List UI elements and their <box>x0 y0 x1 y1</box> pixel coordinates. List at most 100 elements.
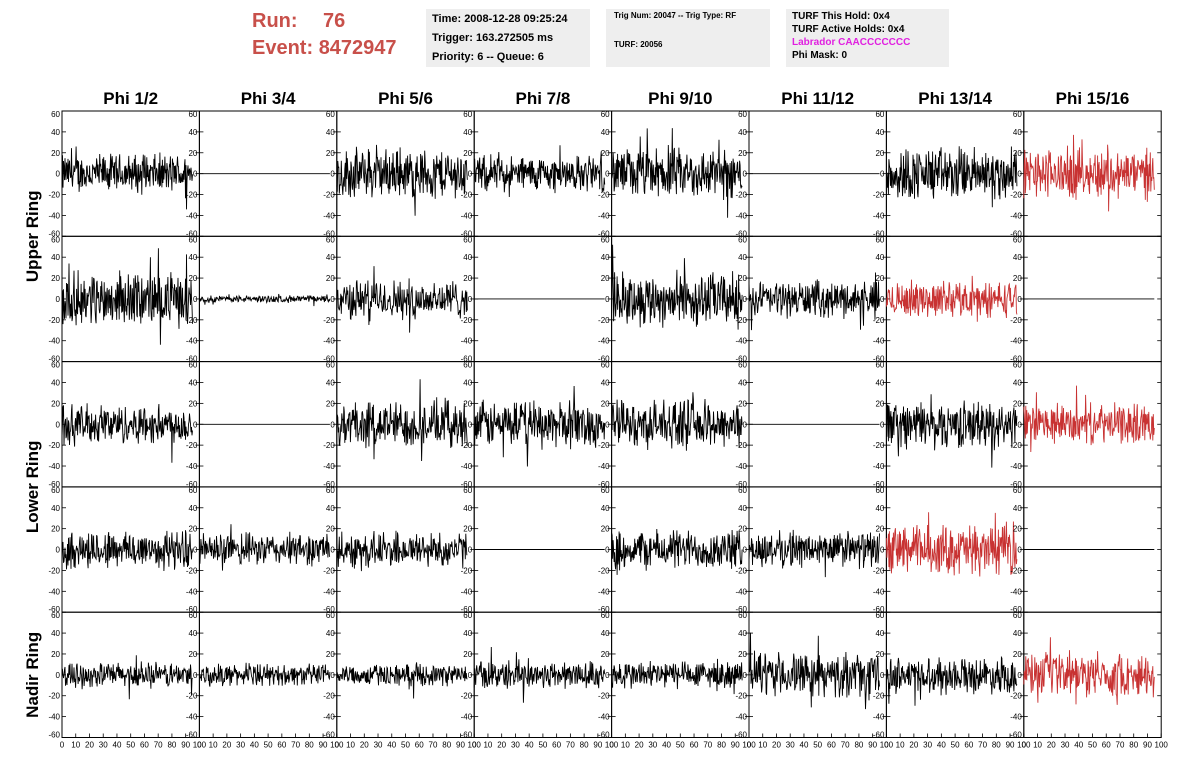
x-tick-label: 10 <box>71 741 80 750</box>
y-tick-label: 0 <box>743 295 748 304</box>
y-tick-label: 20 <box>1013 274 1022 283</box>
y-tick-label: 0 <box>468 170 473 179</box>
y-tick-label: -60 <box>735 731 747 740</box>
y-tick-label: 0 <box>193 546 198 555</box>
waveform-panel: -60 -40 -20 0 20 40 60 <box>48 110 200 238</box>
x-tick-label: 0 <box>197 741 202 750</box>
y-tick-label: 60 <box>1013 110 1022 119</box>
y-tick-label: -20 <box>323 441 335 450</box>
x-tick-label: 60 <box>552 741 561 750</box>
y-tick-label: -60 <box>1010 731 1022 740</box>
x-tick-label: 50 <box>264 741 273 750</box>
y-tick-label: -40 <box>323 713 335 722</box>
y-tick-label: -20 <box>1010 316 1022 325</box>
y-tick-label: -60 <box>873 731 885 740</box>
waveform-trace <box>336 379 468 462</box>
y-tick-label: 20 <box>1013 650 1022 659</box>
ring-label: Lower Ring <box>23 441 42 534</box>
y-tick-label: 60 <box>188 486 197 495</box>
y-tick-label: 20 <box>51 650 60 659</box>
waveform-panel: -60 -40 -20 0 20 40 60 <box>186 361 338 489</box>
y-tick-label: 40 <box>463 253 472 262</box>
y-tick-label: 40 <box>326 128 335 137</box>
x-tick-label: 30 <box>648 741 657 750</box>
y-tick-label: 60 <box>601 110 610 119</box>
y-tick-label: -20 <box>186 316 198 325</box>
y-tick-label: -60 <box>323 229 335 238</box>
run-label: Run: <box>252 10 298 32</box>
y-tick-label: -40 <box>323 587 335 596</box>
y-tick-label: -40 <box>1010 337 1022 346</box>
y-tick-label: 40 <box>1013 128 1022 137</box>
y-tick-label: -20 <box>461 441 473 450</box>
y-tick-label: 40 <box>738 504 747 513</box>
y-tick-label: 40 <box>326 629 335 638</box>
y-tick-label: 60 <box>601 486 610 495</box>
y-tick-label: 0 <box>56 546 61 555</box>
y-tick-label: -20 <box>1010 566 1022 575</box>
y-tick-label: -60 <box>1010 605 1022 614</box>
y-tick-label: -60 <box>461 355 473 364</box>
y-tick-label: 20 <box>875 525 884 534</box>
x-tick-label: 100 <box>330 741 344 750</box>
y-tick-label: 60 <box>188 110 197 119</box>
y-tick-label: -60 <box>873 605 885 614</box>
y-tick-label: 60 <box>51 486 60 495</box>
x-tick-label: 10 <box>896 741 905 750</box>
y-tick-label: 40 <box>188 378 197 387</box>
waveform-trace <box>61 655 193 700</box>
y-tick-label: 60 <box>51 110 60 119</box>
y-tick-label: 60 <box>463 486 472 495</box>
x-tick-label: 10 <box>209 741 218 750</box>
waveform-panel: -60 -40 -20 0 20 40 60 <box>735 486 887 614</box>
trigger-info-box: Trig Num: 20047 -- Trig Type: RF TURF: 2… <box>606 9 770 67</box>
x-tick-label: 40 <box>662 741 671 750</box>
y-tick-label: -40 <box>735 462 747 471</box>
y-tick-label: 40 <box>875 504 884 513</box>
y-tick-label: -20 <box>873 441 885 450</box>
waveform-panel: -60 -40 -20 0 20 40 60 <box>598 110 750 238</box>
y-tick-label: -40 <box>48 713 60 722</box>
y-tick-label: -20 <box>873 692 885 701</box>
trig-num-text: Trig Num: 20047 -- Trig Type: RF <box>614 11 737 20</box>
y-tick-label: 20 <box>51 274 60 283</box>
waveform-trace <box>61 530 193 572</box>
waveform-panel: -60 -40 -20 0 20 40 60 <box>735 110 887 238</box>
y-tick-label: 60 <box>326 486 335 495</box>
y-tick-label: -60 <box>1010 480 1022 489</box>
waveform-trace <box>748 272 880 331</box>
y-tick-label: -40 <box>48 211 60 220</box>
x-tick-label: 70 <box>154 741 163 750</box>
y-tick-label: -40 <box>461 211 473 220</box>
y-tick-label: 0 <box>56 170 61 179</box>
y-tick-label: -40 <box>186 713 198 722</box>
y-tick-label: -60 <box>735 229 747 238</box>
y-tick-label: 20 <box>601 399 610 408</box>
column-title: Phi 1/2 <box>103 89 158 108</box>
waveform-panel: -60 -40 -20 0 20 40 60 <box>48 235 200 364</box>
y-tick-label: 20 <box>1013 149 1022 158</box>
x-tick-label: 40 <box>1074 741 1083 750</box>
y-tick-label: -20 <box>186 566 198 575</box>
y-tick-label: -20 <box>735 692 747 701</box>
waveform-panel: -60 -40 -20 0 20 40 60 <box>461 486 613 614</box>
y-tick-label: -60 <box>873 480 885 489</box>
x-tick-label: 0 <box>747 741 752 750</box>
waveform-trace <box>336 144 468 216</box>
y-tick-label: 20 <box>188 399 197 408</box>
waveform-panel: -60 -40 -20 0 20 40 60 <box>461 361 613 489</box>
y-tick-label: 0 <box>880 170 885 179</box>
waveform-trace <box>611 128 743 218</box>
x-tick-label: 100 <box>1155 741 1169 750</box>
y-tick-label: -20 <box>48 191 60 200</box>
y-tick-label: 0 <box>193 420 198 429</box>
y-tick-label: -40 <box>873 713 885 722</box>
trigger-text: Trigger: 163.272505 ms <box>432 32 554 44</box>
y-tick-label: 60 <box>51 361 60 370</box>
y-tick-label: 0 <box>193 170 198 179</box>
run-line: Run: 76 <box>252 8 397 35</box>
y-tick-label: 40 <box>188 629 197 638</box>
y-tick-label: 0 <box>1017 546 1022 555</box>
y-tick-label: 0 <box>330 170 335 179</box>
y-tick-label: 40 <box>326 253 335 262</box>
